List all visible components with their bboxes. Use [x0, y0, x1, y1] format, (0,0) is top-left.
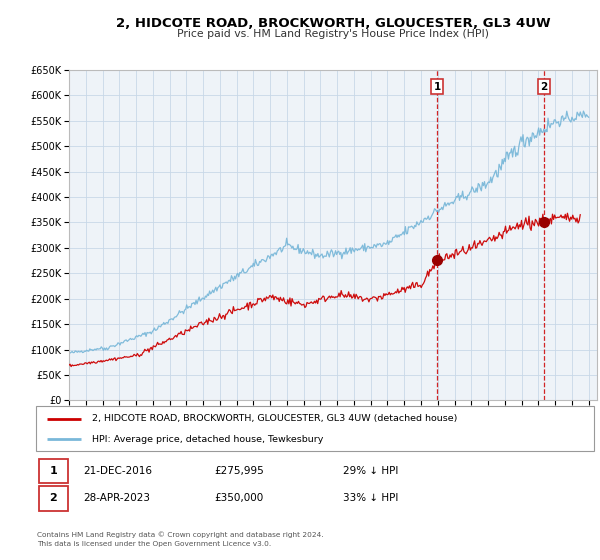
Text: £275,995: £275,995 — [215, 466, 265, 476]
Text: 1: 1 — [434, 82, 441, 92]
Text: £350,000: £350,000 — [215, 493, 264, 503]
Text: 1: 1 — [49, 466, 57, 476]
Text: Contains HM Land Registry data © Crown copyright and database right 2024.: Contains HM Land Registry data © Crown c… — [37, 531, 324, 538]
Text: 2, HIDCOTE ROAD, BROCKWORTH, GLOUCESTER, GL3 4UW (detached house): 2, HIDCOTE ROAD, BROCKWORTH, GLOUCESTER,… — [92, 414, 457, 423]
Text: 2, HIDCOTE ROAD, BROCKWORTH, GLOUCESTER, GL3 4UW: 2, HIDCOTE ROAD, BROCKWORTH, GLOUCESTER,… — [116, 17, 550, 30]
FancyBboxPatch shape — [36, 406, 594, 451]
Text: 21-DEC-2016: 21-DEC-2016 — [83, 466, 152, 476]
Text: 33% ↓ HPI: 33% ↓ HPI — [343, 493, 398, 503]
Text: HPI: Average price, detached house, Tewkesbury: HPI: Average price, detached house, Tewk… — [92, 435, 323, 444]
Text: Price paid vs. HM Land Registry's House Price Index (HPI): Price paid vs. HM Land Registry's House … — [177, 29, 489, 39]
Text: 2: 2 — [540, 82, 547, 92]
Text: 2: 2 — [49, 493, 57, 503]
FancyBboxPatch shape — [39, 459, 68, 483]
FancyBboxPatch shape — [39, 486, 68, 511]
Text: This data is licensed under the Open Government Licence v3.0.: This data is licensed under the Open Gov… — [37, 541, 271, 547]
Text: 29% ↓ HPI: 29% ↓ HPI — [343, 466, 398, 476]
Text: 28-APR-2023: 28-APR-2023 — [83, 493, 151, 503]
